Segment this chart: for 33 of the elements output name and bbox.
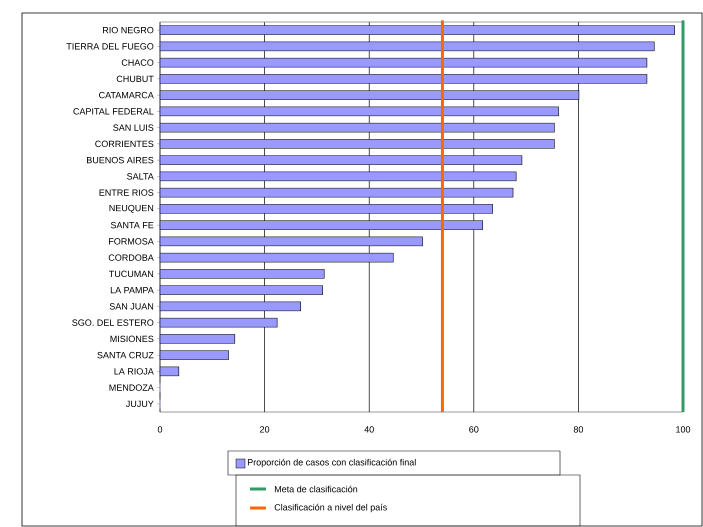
x-tick-label: 20	[260, 426, 270, 433]
y-tick-label: MISIONES	[110, 336, 154, 342]
y-tick-label: SALTA	[127, 173, 154, 180]
y-tick-label: MENDOZA	[110, 384, 154, 391]
y-tick-label: ENTRE RIOS	[100, 189, 154, 196]
y-tick-label: LA RIOJA	[114, 368, 154, 375]
y-tick-label: SANTA CRUZ	[97, 352, 154, 358]
x-tick-label: 40	[364, 426, 374, 433]
y-tick-label: CORRIENTES	[95, 140, 154, 148]
x-tick-label: 0	[158, 426, 162, 433]
x-tick-label: 80	[574, 426, 584, 433]
legend-label: Meta de clasificación	[274, 486, 358, 492]
y-tick-label: TIERRA DEL FUEGO	[66, 43, 154, 50]
legend-label: Proporción de casos con clasificación final	[248, 458, 416, 468]
y-tick-label: SAN JUAN	[110, 303, 154, 310]
y-tick-label: SGO. DEL ESTERO	[72, 319, 154, 326]
y-tick-label: SANTA FE	[110, 222, 154, 228]
x-tick-label: 60	[469, 426, 478, 433]
y-tick-label: CAPITAL FEDERAL	[73, 108, 154, 115]
y-tick-label: JUJUY	[126, 400, 154, 408]
legend-label: Clasificación a nivel del país	[274, 504, 387, 512]
y-tick-label: NEUQUEN	[110, 204, 154, 213]
y-tick-label: SAN LUIS	[113, 124, 154, 131]
y-tick-label: CHACO	[122, 59, 154, 66]
y-tick-label: TUCUMAN	[109, 270, 154, 278]
y-tick-label: RIO NEGRO	[103, 26, 154, 34]
y-tick-label: CORDOBA	[108, 254, 154, 261]
y-tick-label: LA PAMPA	[110, 287, 154, 294]
x-tick-label: 100	[676, 426, 690, 433]
y-tick-label: CATAMARCA	[99, 92, 154, 98]
y-tick-label: FORMOSA	[109, 238, 154, 245]
y-tick-label: CHUBUT	[116, 76, 154, 82]
y-tick-label: BUENOS AIRES	[87, 156, 154, 164]
